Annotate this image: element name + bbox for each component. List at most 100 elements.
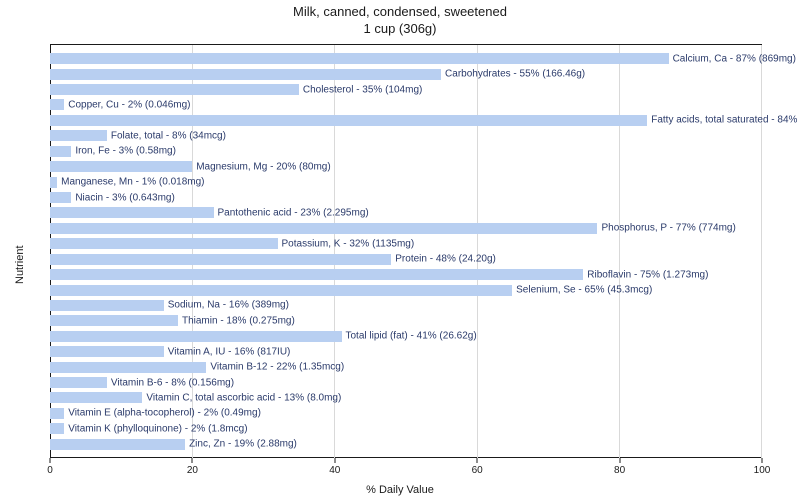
bar-label: Phosphorus, P - 77% (774mg) bbox=[601, 223, 735, 234]
bar-row: Zinc, Zn - 19% (2.88mg) bbox=[50, 437, 761, 452]
x-axis-line bbox=[50, 457, 761, 458]
bars-container: Calcium, Ca - 87% (869mg) Carbohydrates -… bbox=[50, 51, 761, 452]
bar: Calcium, Ca - 87% (869mg) bbox=[50, 53, 669, 64]
bar: Potassium, K - 32% (1135mg) bbox=[50, 238, 278, 249]
bar-label: Thiamin - 18% (0.275mg) bbox=[182, 315, 295, 326]
plot-area: Calcium, Ca - 87% (869mg) Carbohydrates -… bbox=[50, 44, 762, 458]
bar-label: Protein - 48% (24.20g) bbox=[395, 254, 496, 265]
x-tick-label: 100 bbox=[754, 465, 771, 476]
bar: Iron, Fe - 3% (0.58mg) bbox=[50, 146, 71, 157]
bar-label: Potassium, K - 32% (1135mg) bbox=[282, 238, 415, 249]
bar-row: Total lipid (fat) - 41% (26.62g) bbox=[50, 329, 761, 344]
bar-label: Riboflavin - 75% (1.273mg) bbox=[587, 269, 708, 280]
bar-label: Vitamin B-6 - 8% (0.156mg) bbox=[111, 377, 234, 388]
bar-label: Vitamin A, IU - 16% (817IU) bbox=[168, 346, 291, 357]
bar-row: Cholesterol - 35% (104mg) bbox=[50, 82, 761, 97]
bar: Vitamin A, IU - 16% (817IU) bbox=[50, 346, 164, 357]
x-tick-mark bbox=[334, 458, 335, 463]
bar: Carbohydrates - 55% (166.46g) bbox=[50, 69, 441, 80]
bar: Protein - 48% (24.20g) bbox=[50, 254, 391, 265]
x-tick-label: 40 bbox=[329, 465, 340, 476]
bar: Magnesium, Mg - 20% (80mg) bbox=[50, 161, 192, 172]
bar-label: Copper, Cu - 2% (0.046mg) bbox=[68, 99, 190, 110]
bar-row: Sodium, Na - 16% (389mg) bbox=[50, 298, 761, 313]
x-tick-mark bbox=[762, 458, 763, 463]
bar-row: Phosphorus, P - 77% (774mg) bbox=[50, 221, 761, 236]
bar-row: Vitamin E (alpha-tocopherol) - 2% (0.49m… bbox=[50, 406, 761, 421]
bar-label: Selenium, Se - 65% (45.3mcg) bbox=[516, 285, 652, 296]
bar: Pantothenic acid - 23% (2.295mg) bbox=[50, 207, 214, 218]
bar-row: Vitamin B-12 - 22% (1.35mcg) bbox=[50, 359, 761, 374]
bar: Vitamin B-6 - 8% (0.156mg) bbox=[50, 377, 107, 388]
bar-row: Carbohydrates - 55% (166.46g) bbox=[50, 66, 761, 81]
bar-row: Iron, Fe - 3% (0.58mg) bbox=[50, 144, 761, 159]
bar-label: Zinc, Zn - 19% (2.88mg) bbox=[189, 439, 297, 450]
bar: Riboflavin - 75% (1.273mg) bbox=[50, 269, 583, 280]
bar-label: Vitamin B-12 - 22% (1.35mcg) bbox=[210, 362, 344, 373]
x-tick-label: 60 bbox=[472, 465, 483, 476]
x-tick-label: 80 bbox=[614, 465, 625, 476]
bar-row: Vitamin K (phylloquinone) - 2% (1.8mcg) bbox=[50, 421, 761, 436]
bar-label: Vitamin C, total ascorbic acid - 13% (8.… bbox=[146, 392, 341, 403]
bar: Selenium, Se - 65% (45.3mcg) bbox=[50, 285, 512, 296]
bar: Vitamin E (alpha-tocopherol) - 2% (0.49m… bbox=[50, 408, 64, 419]
bar-label: Sodium, Na - 16% (389mg) bbox=[168, 300, 289, 311]
bar-label: Total lipid (fat) - 41% (26.62g) bbox=[346, 331, 477, 342]
x-tick-mark bbox=[477, 458, 478, 463]
nutrient-chart: Milk, canned, condensed, sweetened 1 cup… bbox=[0, 0, 800, 500]
bar-row: Protein - 48% (24.20g) bbox=[50, 251, 761, 266]
bar-row: Vitamin A, IU - 16% (817IU) bbox=[50, 344, 761, 359]
bar: Vitamin C, total ascorbic acid - 13% (8.… bbox=[50, 392, 142, 403]
bar-label: Fatty acids, total saturated - 84% (16.7… bbox=[651, 115, 800, 126]
bar: Total lipid (fat) - 41% (26.62g) bbox=[50, 331, 342, 342]
bar-row: Vitamin B-6 - 8% (0.156mg) bbox=[50, 375, 761, 390]
bar-label: Cholesterol - 35% (104mg) bbox=[303, 84, 423, 95]
bar: Vitamin K (phylloquinone) - 2% (1.8mcg) bbox=[50, 423, 64, 434]
bar-row: Pantothenic acid - 23% (2.295mg) bbox=[50, 205, 761, 220]
bar-label: Carbohydrates - 55% (166.46g) bbox=[445, 69, 585, 80]
bar: Phosphorus, P - 77% (774mg) bbox=[50, 223, 597, 234]
bar-label: Pantothenic acid - 23% (2.295mg) bbox=[218, 207, 369, 218]
x-tick-mark bbox=[619, 458, 620, 463]
bar-label: Vitamin K (phylloquinone) - 2% (1.8mcg) bbox=[68, 423, 247, 434]
bar-label: Magnesium, Mg - 20% (80mg) bbox=[196, 161, 331, 172]
bar-row: Thiamin - 18% (0.275mg) bbox=[50, 313, 761, 328]
x-tick-mark bbox=[192, 458, 193, 463]
bar-row: Vitamin C, total ascorbic acid - 13% (8.… bbox=[50, 390, 761, 405]
bar-row: Folate, total - 8% (34mcg) bbox=[50, 128, 761, 143]
bar-row: Niacin - 3% (0.643mg) bbox=[50, 190, 761, 205]
bar: Sodium, Na - 16% (389mg) bbox=[50, 300, 164, 311]
bar-row: Potassium, K - 32% (1135mg) bbox=[50, 236, 761, 251]
bar-row: Magnesium, Mg - 20% (80mg) bbox=[50, 159, 761, 174]
bar-row: Manganese, Mn - 1% (0.018mg) bbox=[50, 174, 761, 189]
bar: Fatty acids, total saturated - 84% (16.7… bbox=[50, 115, 647, 126]
bar-row: Copper, Cu - 2% (0.046mg) bbox=[50, 97, 761, 112]
bar: Manganese, Mn - 1% (0.018mg) bbox=[50, 177, 57, 188]
bar-label: Iron, Fe - 3% (0.58mg) bbox=[75, 146, 176, 157]
bar: Niacin - 3% (0.643mg) bbox=[50, 192, 71, 203]
x-tick-mark bbox=[50, 458, 51, 463]
bar: Zinc, Zn - 19% (2.88mg) bbox=[50, 439, 185, 450]
bar-row: Selenium, Se - 65% (45.3mcg) bbox=[50, 282, 761, 297]
bar-row: Calcium, Ca - 87% (869mg) bbox=[50, 51, 761, 66]
bar-label: Folate, total - 8% (34mcg) bbox=[111, 130, 226, 141]
y-axis-label: Nutrient bbox=[14, 224, 26, 284]
bar-label: Calcium, Ca - 87% (869mg) bbox=[673, 53, 796, 64]
bar-label: Vitamin E (alpha-tocopherol) - 2% (0.49m… bbox=[68, 408, 261, 419]
title-line1: Milk, canned, condensed, sweetened bbox=[293, 4, 507, 19]
bar: Folate, total - 8% (34mcg) bbox=[50, 130, 107, 141]
bar-row: Fatty acids, total saturated - 84% (16.7… bbox=[50, 113, 761, 128]
bar: Vitamin B-12 - 22% (1.35mcg) bbox=[50, 362, 206, 373]
bar-label: Niacin - 3% (0.643mg) bbox=[75, 192, 174, 203]
bar-row: Riboflavin - 75% (1.273mg) bbox=[50, 267, 761, 282]
x-tick-label: 20 bbox=[187, 465, 198, 476]
bar: Copper, Cu - 2% (0.046mg) bbox=[50, 99, 64, 110]
x-tick-label: 0 bbox=[47, 465, 53, 476]
bar-label: Manganese, Mn - 1% (0.018mg) bbox=[61, 177, 204, 188]
gridline bbox=[761, 45, 762, 458]
x-axis-label: % Daily Value bbox=[0, 484, 800, 496]
title-line2: 1 cup (306g) bbox=[364, 21, 437, 36]
chart-title: Milk, canned, condensed, sweetened 1 cup… bbox=[0, 4, 800, 38]
bar: Cholesterol - 35% (104mg) bbox=[50, 84, 299, 95]
bar: Thiamin - 18% (0.275mg) bbox=[50, 315, 178, 326]
